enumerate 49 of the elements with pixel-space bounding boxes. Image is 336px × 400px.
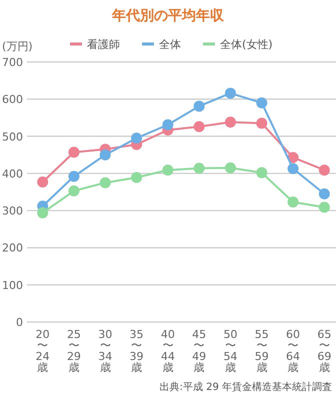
point <box>224 162 236 174</box>
source-note: 出典:平成 29 年賃金構造基本統計調査 <box>160 381 332 393</box>
x-tick-label: 60〜64歳 <box>286 328 300 374</box>
x-tick-label: 40〜44歳 <box>160 328 175 374</box>
point <box>68 146 80 158</box>
point <box>131 132 142 144</box>
point <box>256 97 268 108</box>
legend-label: 全体(女性) <box>220 38 273 51</box>
x-tick-label: 25〜29歳 <box>66 328 81 374</box>
point <box>68 170 80 182</box>
point <box>131 172 142 184</box>
legend-label: 看護師 <box>87 38 120 51</box>
point <box>318 202 330 213</box>
point <box>288 196 299 208</box>
x-tick-label: 55〜59歳 <box>254 328 269 374</box>
x-tick-label: 45〜49歳 <box>192 328 206 374</box>
point <box>162 164 174 176</box>
y-axis-title: (万円) <box>2 40 33 53</box>
x-tick-label: 50〜54歳 <box>223 328 238 374</box>
point <box>256 118 268 129</box>
x-tick-label: 30〜34歳 <box>98 328 112 374</box>
chart-title: 年代別の平均年収 <box>111 8 225 24</box>
point <box>37 176 48 188</box>
point <box>256 167 268 178</box>
point <box>224 88 236 99</box>
point <box>100 177 111 188</box>
y-tick-label: 400 <box>2 167 23 180</box>
y-tick-label: 300 <box>2 204 23 218</box>
x-tick-label: 35〜39歳 <box>130 328 144 374</box>
y-tick-label: 200 <box>2 242 23 255</box>
legend-label: 全体 <box>159 38 181 51</box>
y-tick-label: 600 <box>2 93 23 106</box>
y-tick-label: 500 <box>2 130 23 144</box>
point <box>162 119 174 130</box>
point <box>318 188 330 200</box>
point <box>37 207 48 218</box>
x-tick-label: 20〜24歳 <box>36 328 50 374</box>
point <box>194 162 205 174</box>
point <box>100 149 111 160</box>
point <box>288 163 299 174</box>
point <box>318 164 330 176</box>
y-tick-label: 700 <box>2 56 23 69</box>
point <box>194 121 205 132</box>
point <box>224 116 236 128</box>
point <box>68 185 80 196</box>
y-tick-label: 100 <box>2 278 23 292</box>
point <box>194 100 205 112</box>
y-tick-label: 0 <box>16 316 23 329</box>
x-tick-label: 65〜69歳 <box>317 328 332 374</box>
